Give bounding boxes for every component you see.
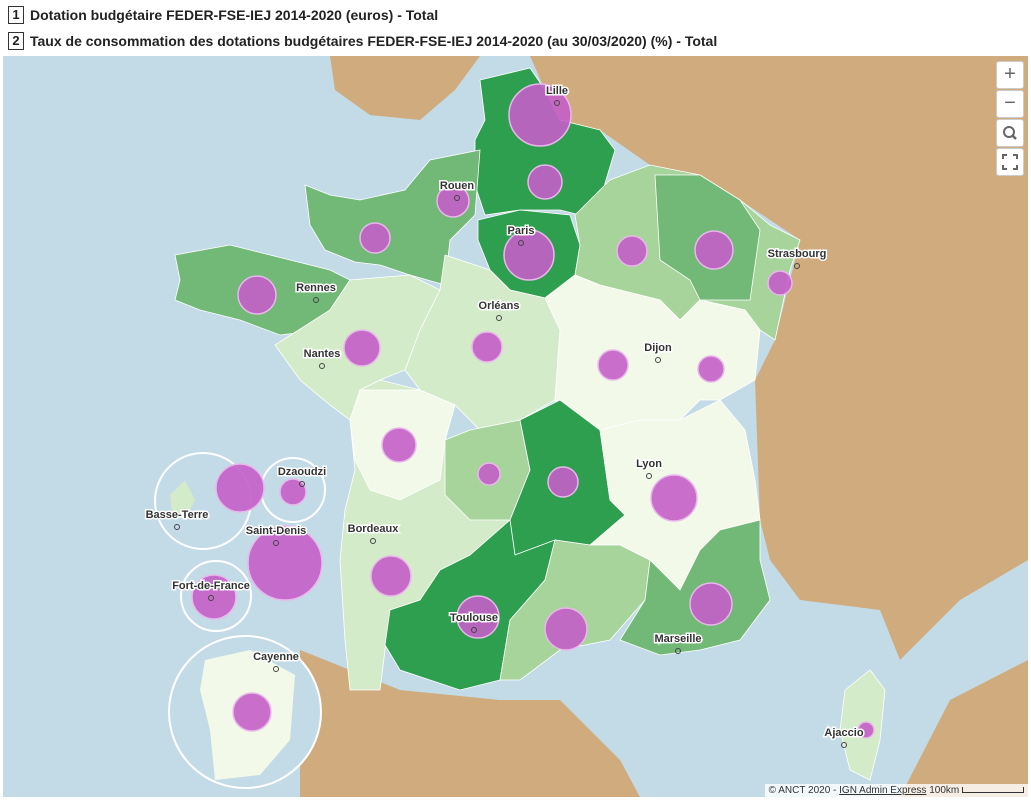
city-dot <box>841 742 847 748</box>
city-dot <box>273 666 279 672</box>
scale-label: 100km <box>929 785 960 796</box>
zoom-out[interactable]: − <box>996 90 1024 118</box>
bubble <box>616 235 648 267</box>
bubble <box>508 83 572 147</box>
city-dot <box>208 595 214 601</box>
bubble <box>477 462 501 486</box>
map[interactable]: Lille Rouen Paris Strasbourg Rennes Orléans Na… <box>3 56 1028 797</box>
city-dot <box>675 648 681 654</box>
bubble <box>359 222 391 254</box>
city-dot <box>299 481 305 487</box>
city-dot <box>273 540 279 546</box>
city-label: Saint-Denis <box>246 525 307 537</box>
city-dot <box>496 315 502 321</box>
city-label: Basse-Terre <box>146 509 209 521</box>
city-label: Fort-de-France <box>172 580 250 592</box>
bubble <box>232 692 272 732</box>
legend-item: 1 Dotation budgétaire FEDER-FSE-IEJ 2014-… <box>8 6 438 24</box>
city-label: Ajaccio <box>824 727 863 739</box>
city-dot <box>471 627 477 633</box>
city-labels: Lille Rouen Paris Strasbourg Rennes Orléans Na… <box>144 84 865 748</box>
city-label: Nantes <box>304 348 341 360</box>
fullscreen[interactable] <box>996 148 1024 176</box>
city-dot <box>554 100 560 106</box>
city-label: Strasbourg <box>768 248 827 260</box>
city-label: Toulouse <box>450 612 498 624</box>
city-label: Dzaoudzi <box>278 466 326 478</box>
city-dot <box>370 538 376 544</box>
bubble <box>597 349 629 381</box>
city-dot <box>319 363 325 369</box>
city-label: Lyon <box>636 458 662 470</box>
bubble <box>527 164 563 200</box>
bubble <box>694 230 734 270</box>
attribution: © ANCT 2020 - IGN Admin Express 100km <box>764 784 1028 797</box>
city-label: Dijon <box>644 342 672 354</box>
city-label: Cayenne <box>253 651 299 663</box>
neighbors <box>300 56 1028 797</box>
bubble <box>279 478 307 506</box>
city-label: Marseille <box>654 633 701 645</box>
bubble <box>689 582 733 626</box>
bubble <box>767 270 793 296</box>
bubble <box>857 721 875 739</box>
source-link[interactable]: IGN Admin Express <box>839 785 927 796</box>
legend-item: 2 Taux de consommation des dotations budg… <box>8 32 717 50</box>
legend-label: Taux de consommation des dotations budgé… <box>30 33 718 49</box>
bubble <box>697 355 725 383</box>
copyright: © ANCT 2020 - <box>768 785 840 796</box>
bubble <box>436 184 470 218</box>
city-label: Bordeaux <box>348 523 400 535</box>
bubble <box>215 463 265 513</box>
city-label: Rouen <box>440 180 475 192</box>
city-dot <box>646 473 652 479</box>
city-dot <box>174 524 180 530</box>
bubble <box>370 555 412 597</box>
bubble <box>191 574 237 620</box>
city-dot <box>655 357 661 363</box>
search[interactable] <box>996 119 1024 147</box>
city-dot <box>518 240 524 246</box>
bubble <box>381 427 417 463</box>
bubble <box>456 595 500 639</box>
bubble <box>547 466 579 498</box>
city-label: Paris <box>508 225 535 237</box>
bubble <box>544 607 588 651</box>
city-label: Rennes <box>296 282 336 294</box>
bubble <box>343 329 381 367</box>
bubbles <box>191 83 875 739</box>
city-label: Orléans <box>479 300 520 312</box>
bubble <box>247 525 323 601</box>
legend-label: Dotation budgétaire FEDER-FSE-IEJ 2014-2… <box>30 7 439 23</box>
city-dot <box>313 297 319 303</box>
zoom-in[interactable]: + <box>996 61 1024 89</box>
legend-number: 2 <box>8 32 24 50</box>
city-label: Lille <box>546 85 568 97</box>
city-dot <box>794 263 800 269</box>
bubble <box>503 229 555 281</box>
bubble <box>650 474 698 522</box>
bubble <box>237 275 277 315</box>
bubble <box>471 331 503 363</box>
city-dot <box>454 195 460 201</box>
legend-number: 1 <box>8 6 24 24</box>
